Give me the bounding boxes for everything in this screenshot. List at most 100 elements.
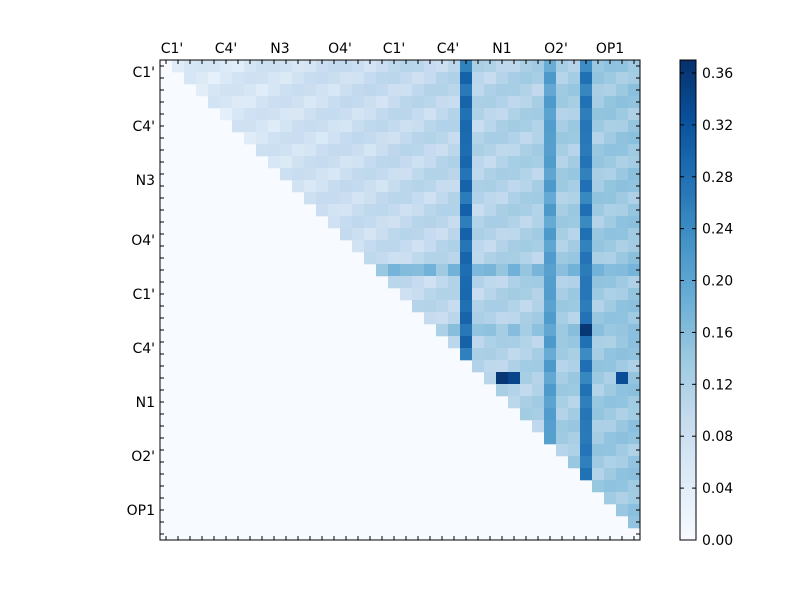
heatmap-cell bbox=[592, 96, 605, 109]
heatmap-cell bbox=[436, 216, 449, 229]
heatmap-cell bbox=[604, 468, 617, 481]
heatmap-cell bbox=[568, 348, 581, 361]
heatmap-cell bbox=[532, 408, 545, 421]
heatmap-cell bbox=[628, 168, 641, 181]
heatmap-cell bbox=[544, 168, 557, 181]
heatmap-cell bbox=[472, 132, 485, 145]
heatmap-cell bbox=[544, 72, 557, 85]
heatmap-cell bbox=[424, 276, 437, 289]
heatmap-cell bbox=[532, 96, 545, 109]
heatmap-cell bbox=[412, 84, 425, 97]
heatmap-cell bbox=[364, 84, 377, 97]
heatmap-cell bbox=[592, 84, 605, 97]
heatmap-cell bbox=[448, 252, 461, 265]
heatmap-cell bbox=[400, 72, 413, 85]
heatmap-cell bbox=[592, 204, 605, 217]
heatmap-cell bbox=[520, 312, 533, 325]
heatmap-cell bbox=[364, 120, 377, 133]
heatmap-cell bbox=[340, 180, 353, 193]
heatmap-cell bbox=[544, 264, 557, 277]
heatmap-cell bbox=[532, 348, 545, 361]
heatmap-cell bbox=[520, 252, 533, 265]
heatmap-cell bbox=[532, 336, 545, 349]
heatmap-cell bbox=[448, 144, 461, 157]
heatmap-cell bbox=[580, 120, 593, 133]
heatmap-cell bbox=[616, 228, 629, 241]
heatmap-cell bbox=[352, 132, 365, 145]
heatmap-cell bbox=[580, 444, 593, 457]
heatmap-cell bbox=[316, 84, 329, 97]
heatmap-cell bbox=[532, 60, 545, 73]
heatmap-cells bbox=[160, 60, 641, 540]
heatmap-cell bbox=[628, 480, 641, 493]
heatmap-cell bbox=[508, 168, 521, 181]
heatmap-cell bbox=[424, 288, 437, 301]
heatmap-cell bbox=[292, 132, 305, 145]
heatmap-cell bbox=[592, 396, 605, 409]
heatmap-cell bbox=[568, 240, 581, 253]
heatmap-cell bbox=[532, 288, 545, 301]
heatmap-cell bbox=[616, 468, 629, 481]
heatmap-cell bbox=[604, 408, 617, 421]
heatmap-cell bbox=[604, 168, 617, 181]
heatmap-cell bbox=[580, 324, 593, 337]
heatmap-cell bbox=[292, 168, 305, 181]
heatmap-cell bbox=[364, 192, 377, 205]
heatmap-cell bbox=[496, 336, 509, 349]
heatmap-cell bbox=[544, 336, 557, 349]
heatmap-cell bbox=[592, 72, 605, 85]
heatmap-cell bbox=[520, 276, 533, 289]
heatmap-cell bbox=[532, 396, 545, 409]
heatmap-cell bbox=[568, 360, 581, 373]
heatmap-cell bbox=[448, 312, 461, 325]
heatmap-cell bbox=[424, 120, 437, 133]
heatmap-cell bbox=[376, 156, 389, 169]
heatmap-cell bbox=[316, 204, 329, 217]
heatmap-cell bbox=[436, 204, 449, 217]
heatmap-cell bbox=[316, 156, 329, 169]
heatmap-cell bbox=[628, 228, 641, 241]
heatmap-cell bbox=[580, 144, 593, 157]
heatmap-cell bbox=[412, 96, 425, 109]
heatmap-cell bbox=[544, 432, 557, 445]
heatmap-cell bbox=[376, 144, 389, 157]
heatmap-cell bbox=[436, 312, 449, 325]
heatmap-cell bbox=[340, 228, 353, 241]
heatmap-cell bbox=[604, 336, 617, 349]
heatmap-cell bbox=[244, 72, 257, 85]
heatmap-cell bbox=[376, 96, 389, 109]
heatmap-cell bbox=[580, 420, 593, 433]
heatmap-cell bbox=[628, 72, 641, 85]
x-tick-label: C4' bbox=[215, 41, 238, 57]
heatmap-cell bbox=[592, 324, 605, 337]
heatmap-cell bbox=[520, 96, 533, 109]
heatmap-cell bbox=[244, 132, 257, 145]
x-tick-label: O4' bbox=[328, 41, 352, 57]
heatmap-cell bbox=[460, 348, 473, 361]
heatmap-cell bbox=[628, 504, 641, 517]
colorbar bbox=[679, 59, 697, 541]
heatmap-cell bbox=[472, 300, 485, 313]
heatmap-cell bbox=[268, 96, 281, 109]
heatmap-cell bbox=[448, 336, 461, 349]
heatmap-cell bbox=[412, 60, 425, 73]
heatmap-cell bbox=[544, 420, 557, 433]
heatmap-cell bbox=[412, 108, 425, 121]
heatmap-cell bbox=[484, 72, 497, 85]
heatmap-cell bbox=[628, 276, 641, 289]
heatmap-cell bbox=[628, 96, 641, 109]
heatmap-cell bbox=[472, 252, 485, 265]
heatmap-cell bbox=[604, 240, 617, 253]
heatmap-cell bbox=[484, 96, 497, 109]
heatmap-cell bbox=[532, 252, 545, 265]
heatmap-cell bbox=[628, 264, 641, 277]
heatmap-cell bbox=[472, 120, 485, 133]
heatmap-cell bbox=[268, 144, 281, 157]
heatmap-cell bbox=[208, 60, 221, 73]
heatmap-cell bbox=[592, 456, 605, 469]
heatmap-cell bbox=[316, 180, 329, 193]
heatmap-cell bbox=[412, 120, 425, 133]
heatmap-cell bbox=[472, 312, 485, 325]
heatmap-cell bbox=[616, 324, 629, 337]
heatmap-cell bbox=[520, 132, 533, 145]
